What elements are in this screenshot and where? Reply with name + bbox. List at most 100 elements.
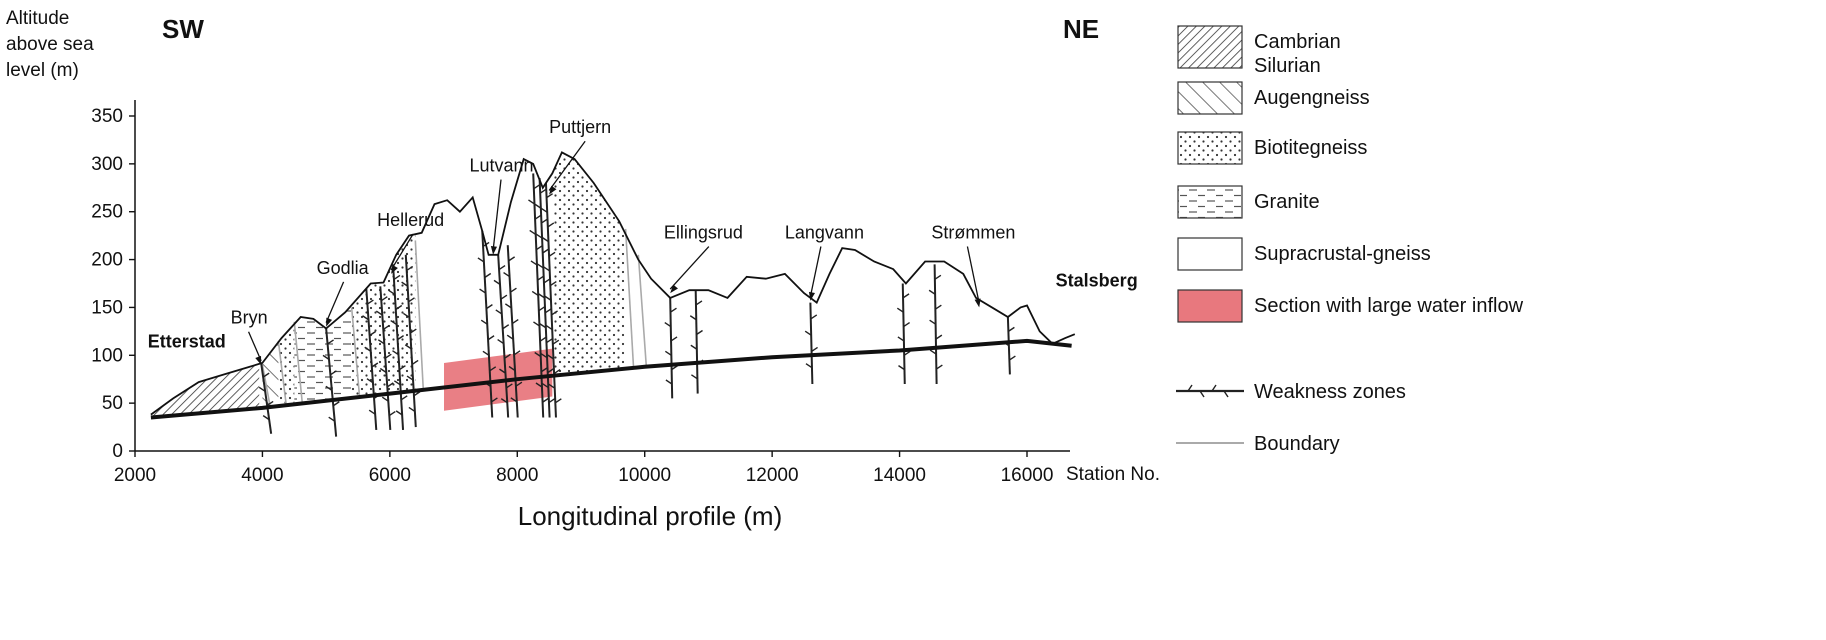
weakness-zone-tick bbox=[540, 367, 548, 373]
weakness-zone-tick bbox=[511, 318, 519, 325]
y-tick-label: 100 bbox=[91, 345, 123, 366]
station-arrows bbox=[247, 140, 981, 365]
weakness-zone-tick bbox=[364, 346, 372, 352]
weakness-zone-tick bbox=[897, 336, 905, 342]
y-tick-label: 300 bbox=[91, 154, 123, 175]
weakness-zone-tick bbox=[506, 334, 514, 340]
weakness-zone bbox=[928, 264, 943, 385]
weakness-zone-tick bbox=[935, 364, 943, 370]
weakness-zone-tick bbox=[322, 354, 330, 360]
weakness-zone-line bbox=[506, 245, 519, 418]
weakness-zone-tick bbox=[498, 264, 506, 271]
weakness-zone-tick bbox=[401, 281, 408, 287]
weakness-zone-tick bbox=[539, 336, 547, 342]
weakness-zone-line bbox=[694, 290, 699, 394]
weakness-zone-tick bbox=[544, 295, 552, 301]
x-tick-label: 6000 bbox=[369, 465, 411, 486]
weakness-zone-tick bbox=[552, 339, 560, 345]
weakness-zone-tick bbox=[696, 329, 703, 336]
weakness-zone-tick bbox=[369, 330, 377, 337]
legend-label: Supracrustal-gneiss bbox=[1254, 243, 1431, 265]
direction-sw: SW bbox=[162, 14, 204, 44]
weakness-zone-tick bbox=[540, 207, 548, 213]
legend-swatch bbox=[1177, 131, 1243, 165]
weakness-zone-tick bbox=[805, 363, 813, 369]
legend-item: Granite bbox=[1177, 185, 1320, 219]
weakness-zone-tick bbox=[534, 203, 542, 209]
weakness-zone-tick bbox=[547, 354, 554, 360]
legend-label: Biotitegneiss bbox=[1254, 137, 1367, 159]
y-tick-label: 250 bbox=[91, 202, 123, 223]
cambrian-silurian-fill bbox=[150, 363, 260, 418]
weakness-zone-tick bbox=[531, 290, 539, 297]
weakness-zone-tick bbox=[664, 350, 672, 356]
weakness-zone-tick bbox=[534, 351, 542, 358]
weakness-zone bbox=[1002, 316, 1016, 375]
weakness-zone-tick bbox=[529, 229, 537, 236]
station-arrow-line bbox=[247, 331, 262, 362]
legend-label: Granite bbox=[1254, 191, 1320, 213]
weakness-zone-tick bbox=[489, 366, 497, 372]
weakness-zone-tick bbox=[898, 365, 905, 371]
weakness-zone bbox=[664, 297, 679, 399]
legend-item: Augengneiss bbox=[1177, 81, 1370, 115]
weakness-zone-tick bbox=[539, 323, 547, 329]
weakness-zone-tick bbox=[903, 350, 911, 356]
boundary-line bbox=[261, 364, 272, 409]
weakness-zone-tick bbox=[810, 314, 818, 320]
legend-weakness-tick bbox=[1223, 390, 1229, 398]
weakness-zone-tick bbox=[546, 193, 553, 199]
weakness-zone-tick bbox=[403, 312, 410, 319]
x-axis-title: Longitudinal profile (m) bbox=[518, 501, 782, 531]
station-arrow-head bbox=[974, 298, 981, 308]
x-tick-label: 12000 bbox=[746, 465, 799, 486]
weakness-zone-tick bbox=[404, 344, 412, 350]
weakness-zone-tick bbox=[689, 315, 697, 321]
weakness-zone-tick bbox=[928, 289, 936, 295]
legend-weakness-tick bbox=[1199, 390, 1205, 398]
weakness-zone-tick bbox=[390, 319, 398, 326]
legend-label: Cambrian bbox=[1254, 31, 1341, 53]
legend-weakness-tick bbox=[1211, 384, 1217, 392]
weakness-zone-tick bbox=[377, 339, 385, 345]
weakness-zone-line bbox=[325, 328, 338, 437]
station-arrow-line bbox=[325, 281, 345, 323]
x-tick-label: 8000 bbox=[496, 465, 538, 486]
weakness-zone-tick bbox=[670, 307, 677, 313]
y-tick-label: 50 bbox=[102, 393, 123, 414]
weakness-zone bbox=[322, 328, 340, 437]
weakness-zone-tick bbox=[486, 304, 493, 310]
weakness-zone bbox=[689, 290, 704, 394]
boundary-line bbox=[414, 240, 425, 391]
weakness-zone-tick bbox=[934, 274, 942, 280]
weakness-zone-tick bbox=[388, 411, 396, 417]
station-label: Bryn bbox=[231, 308, 268, 328]
weakness-zone-line bbox=[933, 264, 938, 385]
weakness-zone-tick bbox=[393, 274, 401, 280]
weakness-zone-tick bbox=[495, 309, 503, 315]
boundary-line bbox=[624, 228, 635, 369]
weakness-zone-tick bbox=[1008, 355, 1016, 361]
legend-label: Section with large water inflow bbox=[1254, 295, 1524, 317]
station-arrow-head bbox=[326, 317, 333, 327]
weakness-zone-tick bbox=[538, 306, 546, 312]
biotitegneiss-fill bbox=[278, 324, 295, 407]
weakness-zone-tick bbox=[690, 344, 698, 350]
weakness-zone-tick bbox=[543, 266, 551, 272]
boundary-lines bbox=[261, 228, 648, 409]
y-tick-label: 0 bbox=[112, 441, 123, 462]
station-label: Etterstad bbox=[148, 332, 226, 352]
weakness-zone-tick bbox=[375, 310, 383, 316]
weakness-zone-tick bbox=[327, 339, 334, 345]
weakness-zone-tick bbox=[505, 383, 513, 389]
weakness-zone-tick bbox=[262, 372, 270, 378]
legend-swatch bbox=[1177, 81, 1243, 115]
legend-item: Boundary bbox=[1176, 433, 1340, 455]
weakness-zone-tick bbox=[543, 278, 551, 284]
weakness-zone-line bbox=[392, 264, 405, 431]
weakness-zone bbox=[896, 283, 911, 385]
weakness-zone-tick bbox=[399, 365, 406, 371]
weakness-zone-tick bbox=[406, 375, 414, 381]
weakness-zone-tick bbox=[480, 319, 488, 325]
legend-swatch bbox=[1177, 185, 1243, 219]
